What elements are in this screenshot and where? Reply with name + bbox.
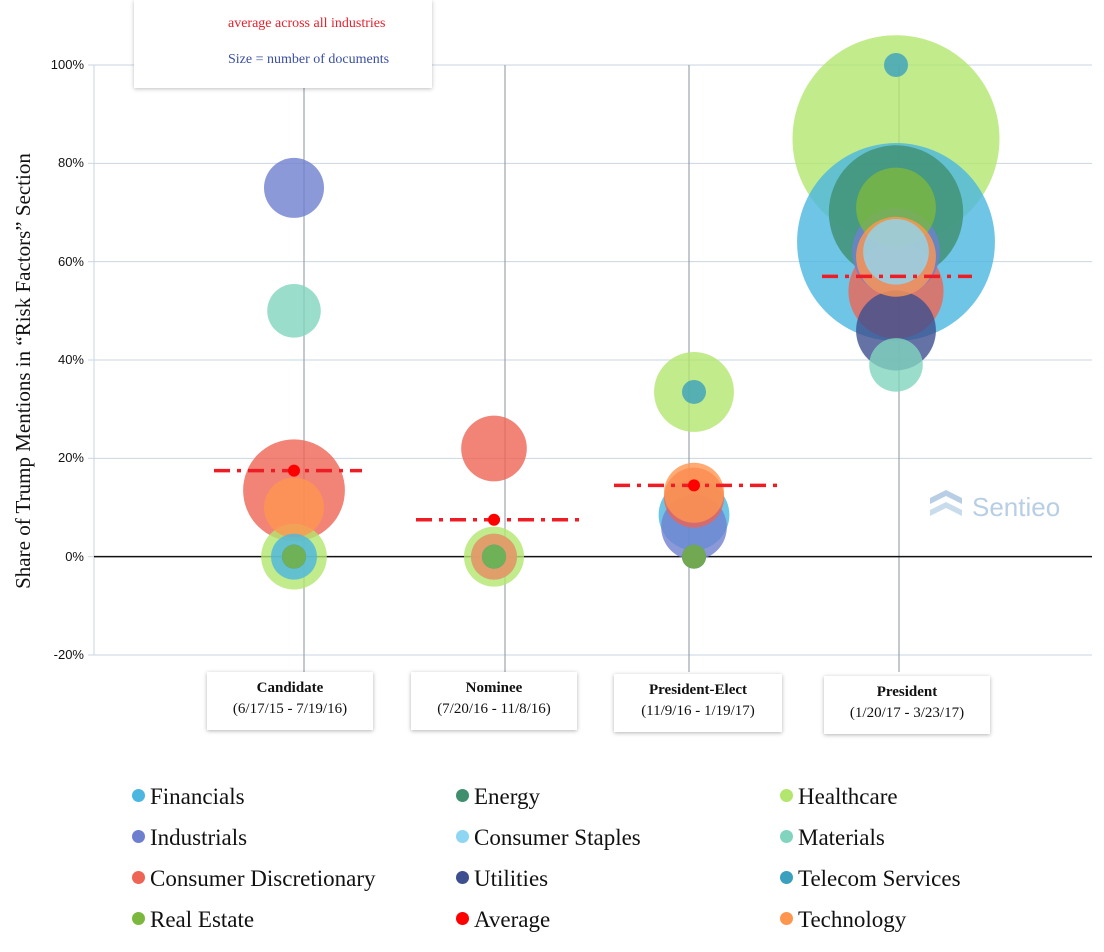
legend-dot bbox=[780, 830, 793, 843]
y-tick-label: 60% bbox=[57, 253, 84, 269]
legend-label: Healthcare bbox=[798, 784, 898, 809]
bubble-real-estate bbox=[282, 544, 306, 569]
legend-dot bbox=[456, 912, 469, 925]
legend-item-industrials: Industrials bbox=[132, 825, 247, 851]
period-range: (1/20/17 - 3/23/17) bbox=[849, 705, 965, 721]
legend-label: Energy bbox=[474, 784, 541, 809]
legend-item-healthcare: Healthcare bbox=[780, 784, 898, 810]
legend-dot bbox=[456, 830, 469, 843]
bubble-industrials bbox=[264, 157, 324, 218]
y-tick-label: 80% bbox=[57, 155, 84, 171]
legend-label: Consumer Discretionary bbox=[150, 866, 376, 891]
legend-label: Consumer Staples bbox=[474, 825, 641, 850]
legend-dot bbox=[456, 789, 469, 802]
watermark-text: Sentieo bbox=[972, 492, 1061, 522]
legend-dot bbox=[132, 871, 145, 884]
legend-item-financials: Financials bbox=[132, 784, 245, 810]
legend-item-materials: Materials bbox=[780, 825, 885, 851]
y-tick-label: 0% bbox=[65, 548, 84, 564]
period-name: President-Elect bbox=[648, 682, 748, 698]
period-name: Nominee bbox=[465, 680, 523, 696]
size-key-label: Size = number of documents bbox=[228, 52, 390, 67]
legend-item-consumer-staples: Consumer Staples bbox=[456, 825, 641, 851]
legend-item-telecom-services: Telecom Services bbox=[780, 866, 961, 892]
period-label-president-elect: President-Elect (11/9/16 - 1/19/17) bbox=[614, 674, 782, 732]
period-label-candidate: Candidate (6/17/15 - 7/19/16) bbox=[207, 672, 373, 730]
period-label-president: President (1/20/17 - 3/23/17) bbox=[824, 676, 990, 734]
legend-label: Materials bbox=[798, 825, 885, 850]
legend-dot bbox=[132, 912, 145, 925]
legend-dot bbox=[132, 789, 145, 802]
average-lines bbox=[214, 274, 972, 526]
sentieo-watermark: Sentieo bbox=[928, 486, 1060, 523]
period-label-nominee: Nominee (7/20/16 - 11/8/16) bbox=[411, 672, 577, 730]
bubble-materials bbox=[869, 338, 923, 392]
legend-dot bbox=[780, 789, 793, 802]
average-point bbox=[488, 513, 500, 526]
bubble-telecom-services bbox=[884, 53, 908, 77]
bubble-technology bbox=[264, 477, 324, 538]
average-point bbox=[288, 464, 300, 477]
legend-label: Industrials bbox=[150, 825, 248, 850]
period-name: President bbox=[876, 684, 938, 700]
period-range: (6/17/15 - 7/19/16) bbox=[232, 701, 348, 717]
legend-label: Real Estate bbox=[150, 907, 255, 932]
y-tick-label: 40% bbox=[57, 352, 84, 367]
bubble-telecom-services bbox=[682, 379, 706, 404]
legend-dot bbox=[132, 830, 145, 843]
period-name: Candidate bbox=[256, 680, 324, 696]
period-range: (11/9/16 - 1/19/17) bbox=[641, 703, 755, 719]
sentieo-logo-icon bbox=[930, 490, 962, 516]
bubble-real-estate bbox=[682, 544, 706, 569]
legend-dot bbox=[780, 912, 793, 925]
legend-label: Financials bbox=[150, 784, 245, 809]
axes bbox=[88, 64, 1092, 656]
bubble-real-estate bbox=[482, 544, 506, 569]
y-tick-label: -20% bbox=[53, 647, 84, 662]
bubble-technology bbox=[664, 462, 724, 523]
average-key-label: average across all industries bbox=[228, 16, 386, 31]
legend-item-utilities: Utilities bbox=[456, 866, 548, 892]
chart-key bbox=[134, 0, 432, 88]
legend-label: Telecom Services bbox=[798, 866, 961, 891]
y-tick-label: 20% bbox=[57, 450, 84, 466]
period-range: (7/20/16 - 11/8/16) bbox=[437, 701, 551, 717]
legend-item-energy: Energy bbox=[456, 784, 540, 810]
legend-label: Technology bbox=[798, 907, 907, 932]
bubbles bbox=[243, 35, 1000, 590]
average-point bbox=[688, 479, 700, 492]
legend-item-consumer-discretionary: Consumer Discretionary bbox=[132, 866, 375, 892]
y-tick-label: 100% bbox=[50, 57, 84, 72]
legend-dot bbox=[780, 871, 793, 884]
legend-item-technology: Technology bbox=[780, 907, 906, 933]
bubble-consumer-discretionary bbox=[461, 415, 527, 482]
bubble-materials bbox=[267, 284, 321, 338]
legend-item-average: Average bbox=[456, 907, 550, 933]
legend-label: Utilities bbox=[474, 866, 549, 891]
legend-label: Average bbox=[474, 907, 551, 932]
bubble-consumer-staples bbox=[863, 219, 929, 285]
legend-item-real-estate: Real Estate bbox=[132, 907, 254, 933]
legend-dot bbox=[456, 871, 469, 884]
